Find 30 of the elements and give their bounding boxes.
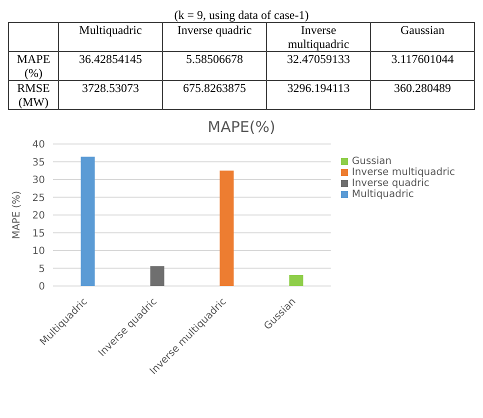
y-tick-label: 20	[32, 210, 45, 222]
chart-title: MAPE(%)	[206, 118, 276, 136]
text: 32.47059133	[287, 52, 350, 66]
y-tick-label: 35	[32, 157, 45, 168]
legend-label: Gussian	[352, 156, 392, 167]
y-axis-title: MAPE (%)	[12, 190, 23, 240]
legend-label: Inverse multiquadric	[352, 167, 455, 178]
category-label: MAPE (%)	[16, 52, 50, 80]
category-label: Multiquadric	[58, 22, 162, 52]
y-tick-label: 30	[32, 175, 45, 186]
text: 360.280489	[394, 81, 451, 95]
category-label: Inverse multiquadric	[266, 22, 370, 52]
text: (k = 9, using data of case-1)	[173, 8, 310, 22]
y-tick-label: 25	[32, 192, 45, 204]
text: 3296.194113	[287, 81, 350, 95]
legend-label: Multiquadric	[352, 189, 414, 200]
text: 3.117601044	[391, 52, 454, 66]
text: 5.58506678	[186, 52, 243, 66]
text: 3728.53073	[82, 81, 139, 95]
text: 675.8263875	[183, 81, 246, 95]
y-tick-label: 0	[38, 282, 45, 293]
y-tick-label: 10	[32, 246, 45, 258]
category-label: Inverse quadric	[162, 22, 266, 52]
legend-label: Inverse quadric	[352, 178, 430, 189]
y-tick-label: 40	[32, 140, 45, 151]
y-tick-label: 5	[38, 264, 45, 275]
y-tick-label: 15	[32, 228, 45, 240]
category-label: RMSE (MW)	[17, 81, 50, 109]
category-label: Gaussian	[370, 22, 474, 52]
text: 36.42854145	[79, 52, 142, 66]
